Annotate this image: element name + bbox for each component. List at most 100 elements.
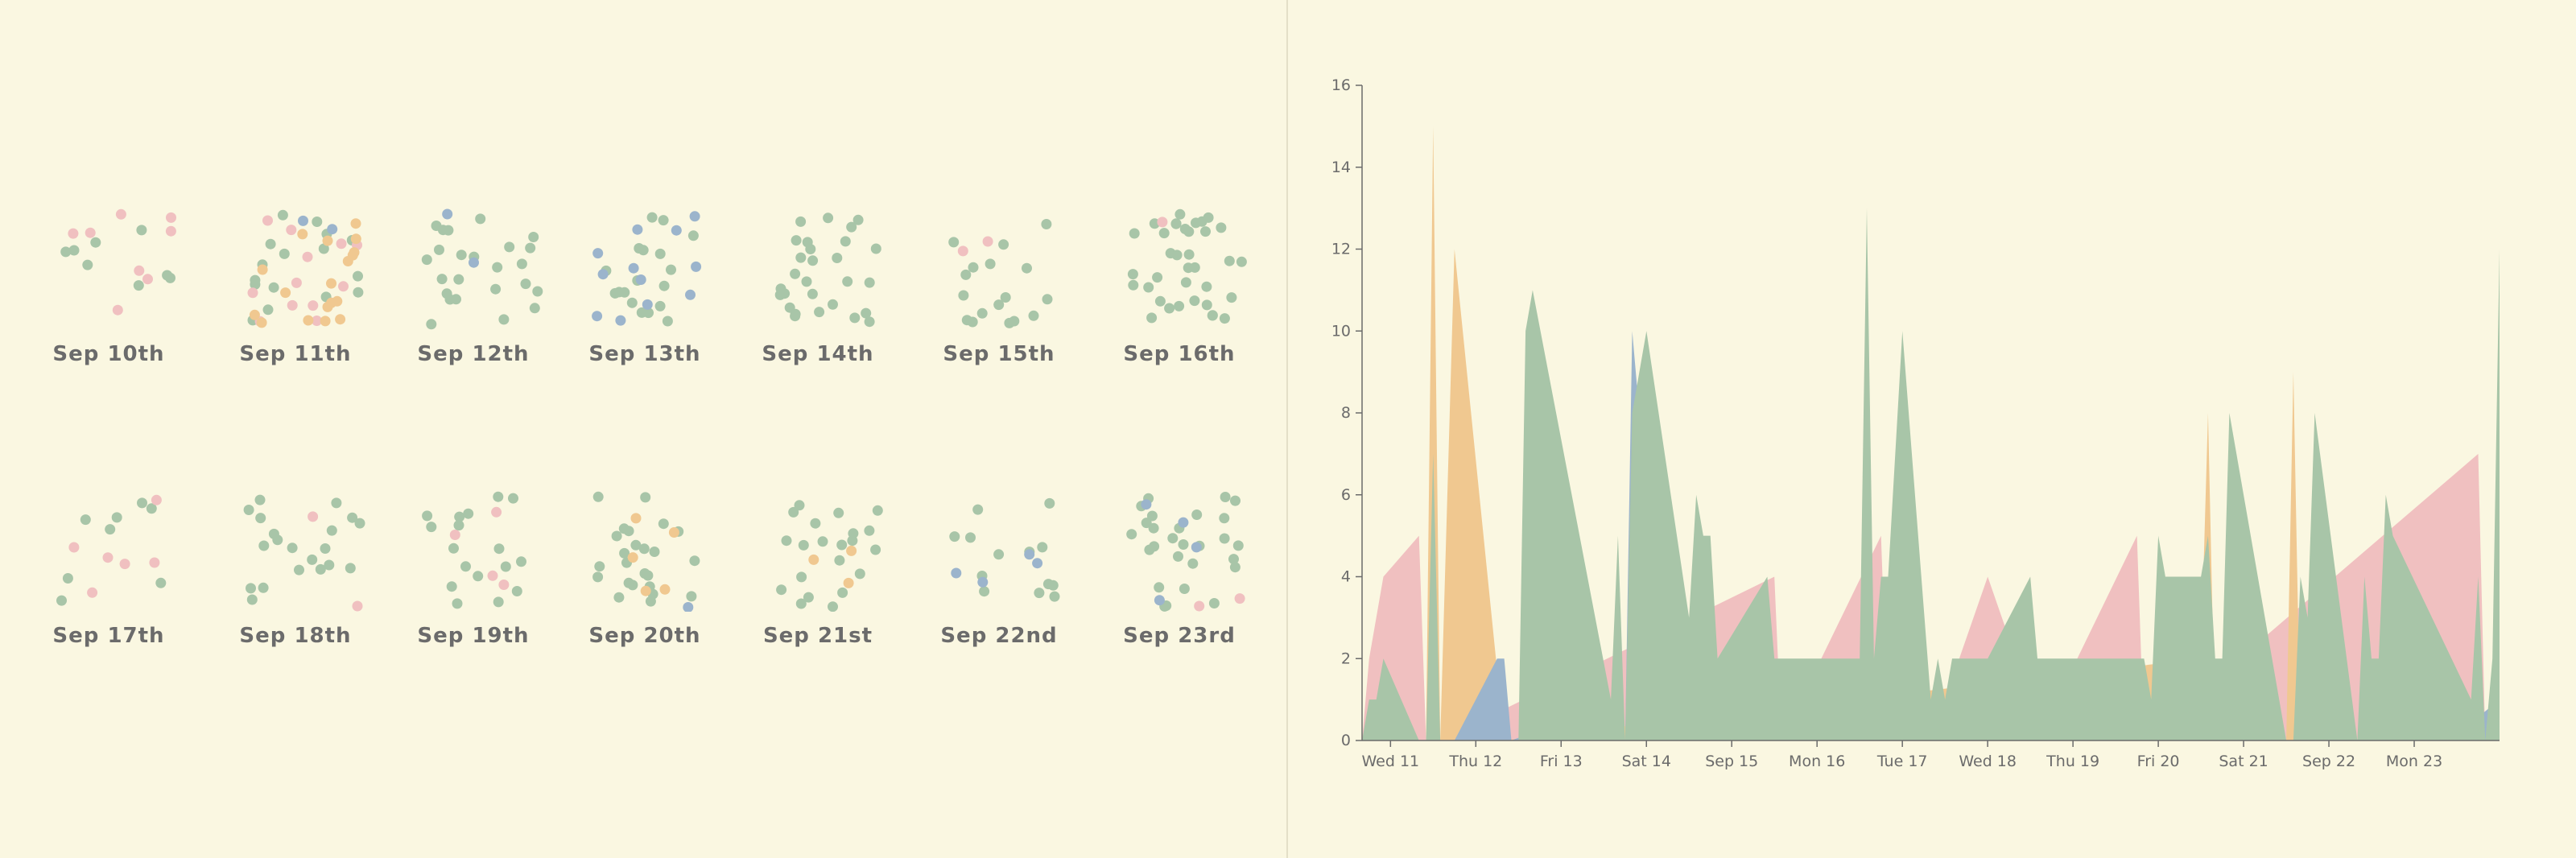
data-dot-green — [1158, 228, 1170, 239]
data-dot-green — [454, 511, 465, 522]
data-dot-pink — [102, 552, 114, 563]
x-tick-label: Fri 13 — [1540, 753, 1583, 770]
data-dot-green — [640, 492, 651, 503]
data-dot-green — [998, 239, 1009, 250]
series-area-orange — [1362, 126, 2500, 740]
data-dot-green — [872, 505, 883, 516]
data-dot-pink — [491, 506, 502, 518]
data-dot-green — [993, 549, 1005, 560]
data-dot-pink — [1194, 600, 1205, 612]
data-dot-green — [1179, 584, 1190, 594]
data-dot-pink — [68, 542, 80, 553]
data-dot-green — [1224, 255, 1235, 266]
x-tick-label: Wed 18 — [1959, 753, 2017, 770]
data-dot-green — [331, 497, 342, 509]
data-dot-green — [807, 255, 819, 266]
data-dot-green — [594, 561, 605, 572]
day-cell: Sep 13th — [556, 201, 733, 443]
data-dot-pink — [112, 304, 123, 316]
data-dot-green — [165, 272, 175, 283]
data-dot-green — [795, 216, 807, 227]
data-dot-green — [1232, 540, 1244, 551]
data-dot-green — [90, 237, 101, 248]
data-dot-green — [516, 556, 526, 567]
data-dot-green — [1174, 300, 1185, 311]
data-dot-blue — [469, 257, 479, 268]
data-dot-green — [592, 491, 604, 502]
data-dot-green — [1128, 279, 1139, 291]
data-dot-pink — [286, 225, 297, 236]
data-dot-green — [268, 282, 279, 293]
x-tick-label: Wed 11 — [1362, 753, 1420, 770]
data-dot-green — [1226, 292, 1237, 303]
day-label: Sep 22nd — [940, 624, 1058, 648]
data-dot-green — [1196, 216, 1208, 227]
data-dot-green — [460, 561, 471, 572]
panel-divider — [1286, 0, 1288, 858]
day-label: Sep 16th — [1123, 342, 1236, 366]
data-dot-green — [493, 543, 505, 555]
data-dot-pink — [1234, 593, 1245, 604]
data-dot-green — [1152, 272, 1163, 283]
day-cell: Sep 16th — [1091, 201, 1268, 443]
data-dot-green — [791, 235, 802, 246]
data-dot-green — [961, 315, 972, 326]
data-dot-orange — [257, 264, 268, 275]
data-dot-green — [279, 248, 290, 259]
data-dot-pink — [352, 600, 363, 612]
x-tick-label: Tue 17 — [1876, 753, 1928, 770]
stacked-area-chart: 0 2 4 6 8 10 12 14 16 Wed 11 Thu 12 Fri 13 Sat 14 Sep… — [1331, 76, 2500, 770]
y-tick-label: 14 — [1331, 159, 1351, 176]
data-dot-green — [776, 584, 787, 596]
data-dot-green — [828, 299, 838, 310]
data-dot-orange — [342, 256, 353, 266]
day-dot-cluster — [247, 209, 364, 328]
day-label: Sep 21st — [762, 624, 873, 648]
data-dot-green — [475, 213, 486, 225]
day-dot-cluster — [592, 491, 700, 612]
data-dot-green — [1127, 269, 1138, 280]
data-dot-blue — [642, 299, 653, 310]
data-dot-green — [1201, 281, 1212, 292]
data-dot-blue — [1024, 549, 1035, 560]
data-dot-pink — [85, 227, 96, 238]
data-dot-blue — [689, 211, 700, 222]
data-dot-green — [638, 543, 650, 555]
data-dot-orange — [322, 235, 333, 246]
data-dot-green — [1174, 208, 1186, 220]
y-tick-label: 8 — [1341, 404, 1351, 422]
day-dot-cluster — [421, 208, 543, 330]
data-dot-orange — [249, 309, 260, 320]
data-dot-green — [654, 300, 666, 311]
data-dot-green — [444, 294, 456, 305]
x-tick-label: Sep 15 — [1705, 753, 1758, 770]
data-dot-green — [794, 500, 805, 511]
x-tick-label: Sat 21 — [2219, 753, 2268, 770]
data-dot-green — [326, 525, 337, 536]
data-dot-pink — [487, 570, 498, 581]
data-dot-green — [864, 277, 875, 288]
data-dot-green — [504, 241, 515, 253]
data-dot-pink — [68, 228, 79, 239]
data-dot-green — [1049, 591, 1060, 602]
data-dot-green — [960, 269, 972, 280]
data-dot-blue — [632, 224, 643, 235]
data-dot-green — [836, 539, 848, 551]
day-cell: Sep 19th — [385, 483, 562, 724]
data-dot-green — [658, 280, 670, 291]
data-dot-green — [246, 594, 258, 605]
data-dot-green — [490, 283, 502, 295]
data-dot-green — [1000, 292, 1011, 303]
daily-dot-panel: Sep 10th Sep 11th Sep 12th Sep 13th Sep 14th… — [0, 0, 1286, 858]
data-dot-green — [473, 571, 484, 582]
day-label: Sep 23rd — [1123, 624, 1236, 648]
data-dot-blue — [597, 269, 609, 280]
data-dot-green — [965, 532, 976, 543]
data-dot-green — [68, 245, 80, 256]
data-dot-green — [630, 539, 642, 551]
data-dot-green — [619, 287, 630, 298]
data-dot-green — [1129, 228, 1140, 239]
data-dot-green — [658, 215, 669, 226]
data-dot-green — [985, 258, 996, 270]
day-dot-cluster — [592, 211, 702, 327]
